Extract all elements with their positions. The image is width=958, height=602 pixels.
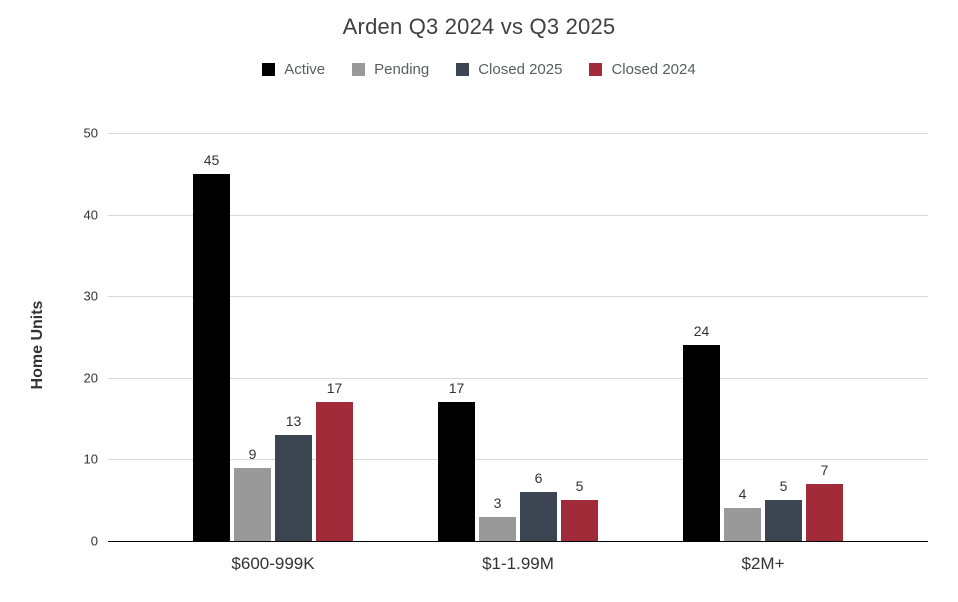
bar-pending[interactable]: 4 [724,486,761,541]
y-axis-tick-label: 0 [90,533,98,549]
bar-value-label: 5 [575,478,584,495]
bar-group: 45 9 13 17 [193,152,353,541]
legend-swatch [589,63,603,76]
plot-area: 0 10 20 30 40 50 45 9 13 17 $600-999K 17 3 6 5 $1-1.99M… [84,126,928,573]
bar-closed-2025[interactable]: 6 [520,470,557,541]
y-axis-tick-label: 20 [83,370,98,386]
bar-active[interactable]: 24 [683,323,720,541]
gridline [108,377,928,379]
bar-value-label: 5 [779,478,788,495]
bar-value-label: 17 [326,380,343,397]
gridline [108,133,928,134]
bar-closed-2024[interactable]: 17 [316,380,353,541]
bar-group: 17 3 6 5 [438,380,598,541]
bar-value-label: 13 [285,412,302,429]
x-axis-category-label: $2M+ [741,554,785,573]
legend-swatch [352,63,366,76]
bar-active[interactable]: 17 [438,380,475,541]
chart-title: Arden Q3 2024 vs Q3 2025 [342,14,616,39]
x-axis-category-label: $1-1.99M [482,554,554,573]
legend-label: Closed 2024 [611,61,696,78]
bar-value-label: 4 [738,486,747,503]
bar-value-label: 3 [493,494,502,511]
legend-item-active[interactable]: Active [262,61,325,78]
legend-item-closed-2025[interactable]: Closed 2025 [456,61,562,78]
y-axis-tick-label: 10 [83,451,98,467]
legend-label: Active [284,61,326,78]
gridline [108,459,928,461]
legend-swatch [262,63,276,76]
bar-value-label: 45 [203,151,220,168]
bar-pending[interactable]: 9 [234,446,271,541]
y-axis-title: Home Units [29,300,46,390]
bar-value-label: 17 [448,380,465,397]
legend-item-pending[interactable]: Pending [352,61,429,78]
legend: Active Pending Closed 2025 Closed 2024 [0,61,958,78]
bar-closed-2025[interactable]: 5 [765,478,802,541]
bar-value-label: 7 [820,461,829,478]
bar-value-label: 6 [534,470,543,487]
bar-closed-2025[interactable]: 13 [275,413,312,541]
y-axis-tick-label: 50 [83,125,98,141]
bar-closed-2024[interactable]: 7 [806,462,843,541]
gridline [108,214,928,216]
legend-item-closed-2024[interactable]: Closed 2024 [589,61,696,78]
gridline [108,296,928,298]
legend-label: Pending [374,61,430,78]
y-axis-tick-label: 30 [83,288,98,304]
y-axis-tick-label: 40 [83,207,98,223]
x-axis-category-label: $600-999K [231,554,315,573]
bar-pending[interactable]: 3 [479,495,516,541]
bar-value-label: 9 [248,445,257,462]
bar-active[interactable]: 45 [193,152,230,541]
bar-group: 24 4 5 7 [683,323,843,541]
legend-swatch [456,63,470,76]
bar-closed-2024[interactable]: 5 [561,478,598,541]
legend-label: Closed 2025 [478,61,563,78]
bar-value-label: 24 [693,323,710,340]
